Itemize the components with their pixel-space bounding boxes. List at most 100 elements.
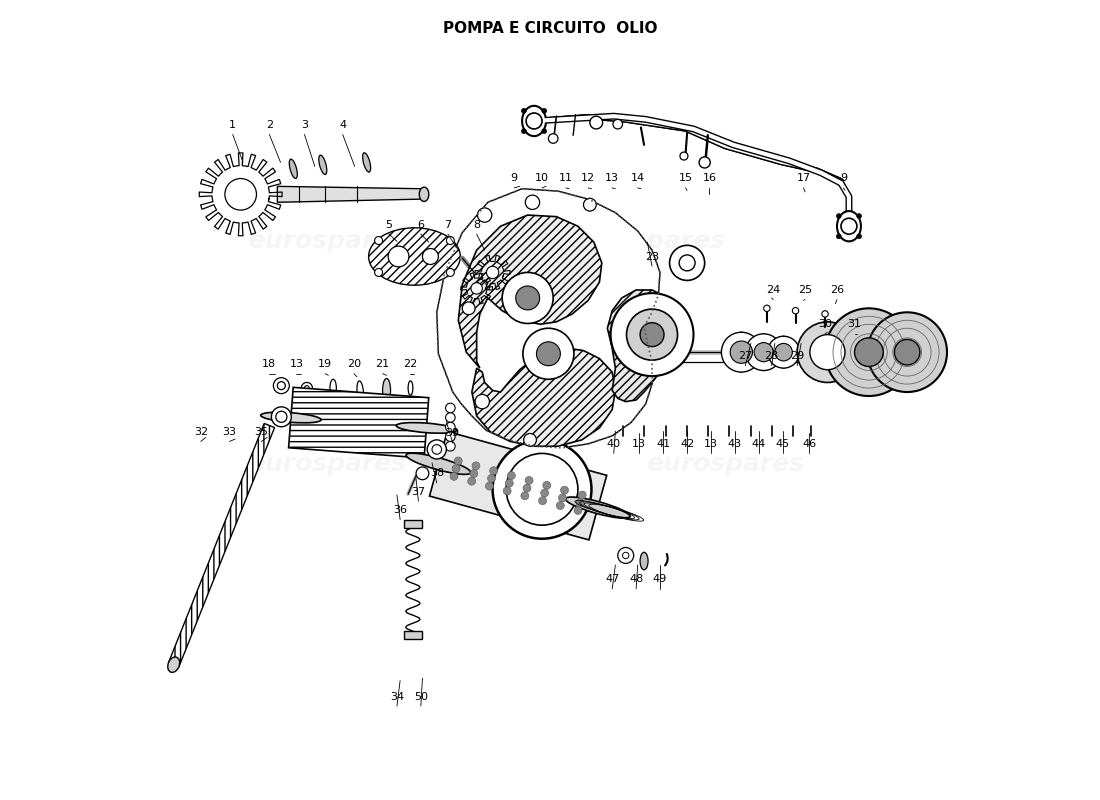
Circle shape	[526, 113, 542, 129]
Text: 47: 47	[605, 574, 619, 584]
Circle shape	[305, 386, 309, 390]
Circle shape	[521, 129, 526, 134]
Text: eurospares: eurospares	[566, 229, 725, 253]
Circle shape	[454, 457, 462, 465]
Polygon shape	[168, 423, 275, 666]
Text: 22: 22	[404, 359, 418, 369]
Circle shape	[446, 442, 455, 451]
Circle shape	[274, 378, 289, 394]
Text: 28: 28	[764, 351, 779, 361]
Text: 31: 31	[847, 319, 861, 330]
Ellipse shape	[383, 378, 390, 402]
Circle shape	[468, 478, 475, 485]
Polygon shape	[429, 431, 607, 540]
Circle shape	[475, 394, 490, 409]
Text: 18: 18	[262, 359, 276, 369]
Ellipse shape	[289, 159, 297, 178]
Text: 9: 9	[839, 174, 847, 183]
Circle shape	[746, 334, 782, 370]
Circle shape	[583, 198, 596, 211]
Circle shape	[522, 328, 574, 379]
Text: 12: 12	[581, 174, 595, 183]
Circle shape	[422, 249, 439, 265]
Text: 42: 42	[680, 439, 694, 449]
Ellipse shape	[276, 411, 287, 422]
Circle shape	[462, 302, 475, 314]
Ellipse shape	[737, 332, 746, 372]
Ellipse shape	[760, 334, 768, 370]
Text: 13: 13	[289, 359, 304, 369]
Text: 15: 15	[679, 174, 693, 183]
Polygon shape	[472, 348, 615, 446]
Circle shape	[503, 273, 553, 323]
Text: 17: 17	[796, 174, 811, 183]
Text: 16: 16	[703, 174, 716, 183]
Circle shape	[857, 234, 861, 238]
Circle shape	[490, 466, 497, 474]
Circle shape	[755, 342, 773, 362]
Circle shape	[470, 470, 477, 478]
Circle shape	[432, 445, 441, 454]
Circle shape	[836, 234, 842, 238]
Polygon shape	[607, 290, 682, 402]
Ellipse shape	[837, 211, 861, 242]
Circle shape	[679, 255, 695, 271]
Ellipse shape	[319, 155, 327, 174]
Circle shape	[301, 382, 312, 394]
Text: 29: 29	[790, 351, 804, 361]
Circle shape	[792, 307, 799, 314]
Circle shape	[613, 119, 623, 129]
Text: 26: 26	[829, 285, 844, 295]
Text: 37: 37	[411, 486, 426, 497]
Circle shape	[472, 462, 480, 470]
Circle shape	[559, 494, 566, 502]
Circle shape	[857, 214, 861, 218]
Circle shape	[774, 343, 792, 361]
Circle shape	[618, 547, 634, 563]
Text: 43: 43	[728, 439, 743, 449]
Text: 24: 24	[766, 285, 780, 295]
Circle shape	[627, 309, 678, 360]
Ellipse shape	[396, 422, 456, 434]
Circle shape	[542, 129, 547, 134]
Text: 38: 38	[430, 468, 444, 478]
Text: 36: 36	[393, 505, 407, 515]
Circle shape	[446, 403, 455, 413]
Text: 34: 34	[389, 691, 404, 702]
Text: 13: 13	[704, 439, 718, 449]
Circle shape	[525, 477, 533, 485]
Polygon shape	[437, 189, 660, 448]
Ellipse shape	[167, 657, 179, 672]
Circle shape	[894, 339, 920, 365]
Text: 50: 50	[414, 691, 428, 702]
Circle shape	[521, 109, 526, 114]
Text: 9: 9	[510, 174, 518, 183]
Text: 3: 3	[301, 120, 308, 130]
Circle shape	[447, 269, 454, 277]
Text: 13: 13	[632, 439, 647, 449]
Text: 40: 40	[607, 439, 620, 449]
Circle shape	[388, 246, 409, 267]
Text: POMPA E CIRCUITO  OLIO: POMPA E CIRCUITO OLIO	[442, 22, 658, 36]
Circle shape	[427, 440, 447, 459]
Circle shape	[549, 134, 558, 143]
Circle shape	[763, 305, 770, 311]
Circle shape	[524, 434, 537, 446]
Circle shape	[447, 237, 454, 245]
Text: 48: 48	[629, 574, 644, 584]
Circle shape	[277, 382, 285, 390]
Ellipse shape	[522, 106, 546, 136]
Text: 33: 33	[222, 427, 236, 437]
Circle shape	[557, 502, 564, 510]
Circle shape	[521, 492, 529, 500]
Text: 30: 30	[818, 319, 832, 330]
Ellipse shape	[419, 187, 429, 202]
Circle shape	[842, 218, 857, 234]
Circle shape	[416, 467, 429, 480]
Circle shape	[537, 342, 560, 366]
Polygon shape	[288, 387, 429, 458]
Circle shape	[539, 497, 547, 505]
Text: 39: 39	[446, 429, 460, 438]
Circle shape	[798, 322, 858, 382]
Circle shape	[768, 336, 800, 368]
